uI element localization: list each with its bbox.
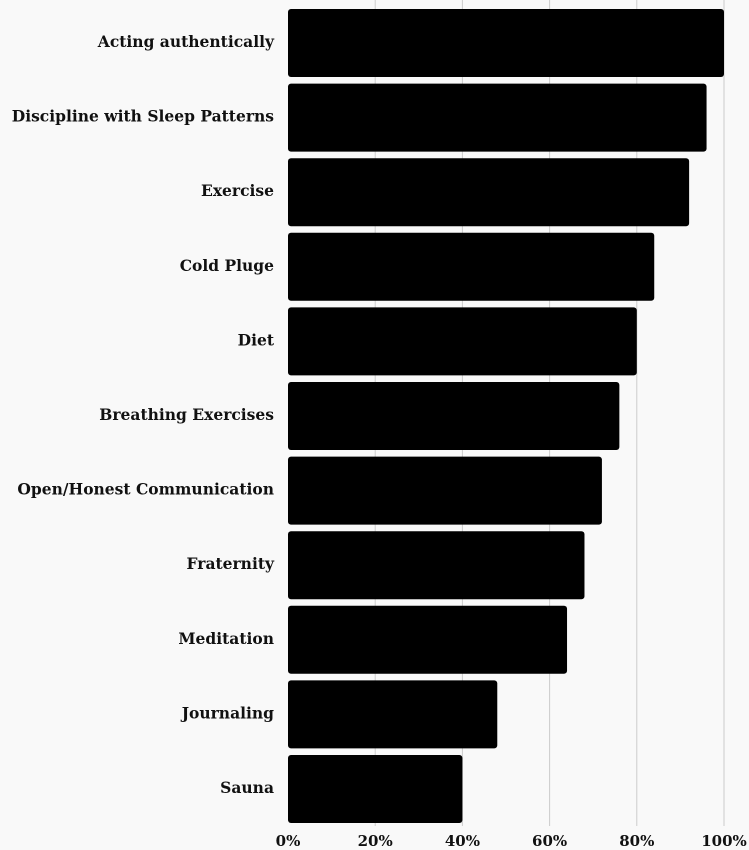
category-labels: Acting authentically Discipline with Slee… bbox=[12, 32, 275, 797]
category-label-meditation: Meditation bbox=[178, 629, 274, 648]
bar-diet[interactable] bbox=[288, 307, 637, 376]
x-tick-20pct: 20% bbox=[358, 832, 393, 850]
bar-exercise[interactable] bbox=[288, 158, 690, 227]
x-tick-100pct: 100% bbox=[701, 832, 747, 850]
bar-open-honest-communication[interactable] bbox=[288, 456, 602, 525]
bar-breathing-exercises[interactable] bbox=[288, 382, 620, 450]
category-label-diet: Diet bbox=[238, 330, 275, 349]
x-tick-0pct: 0% bbox=[276, 832, 301, 850]
bar-acting-authentically[interactable] bbox=[288, 9, 724, 77]
bar-fraternity[interactable] bbox=[288, 531, 585, 600]
category-label-acting-authentically: Acting authentically bbox=[97, 32, 275, 51]
category-label-discipline-with-sleep-patterns: Discipline with Sleep Patterns bbox=[12, 107, 275, 126]
category-label-sauna: Sauna bbox=[220, 778, 274, 797]
bar-discipline-with-sleep-patterns[interactable] bbox=[288, 83, 707, 152]
bar-sauna[interactable] bbox=[288, 755, 463, 823]
bar-cold-pluge[interactable] bbox=[288, 232, 655, 301]
bars bbox=[288, 9, 724, 823]
category-label-breathing-exercises: Breathing Exercises bbox=[99, 405, 274, 424]
x-axis-ticks: 0% 20% 40% 60% 80% 100% bbox=[276, 832, 747, 850]
bar-journaling[interactable] bbox=[288, 680, 498, 749]
category-label-fraternity: Fraternity bbox=[187, 554, 275, 573]
x-tick-40pct: 40% bbox=[445, 832, 480, 850]
category-label-journaling: Journaling bbox=[180, 703, 274, 722]
x-tick-80pct: 80% bbox=[619, 832, 654, 850]
category-label-exercise: Exercise bbox=[201, 181, 274, 200]
bar-meditation[interactable] bbox=[288, 605, 568, 674]
category-label-cold-pluge: Cold Pluge bbox=[180, 256, 274, 275]
x-tick-60pct: 60% bbox=[532, 832, 567, 850]
category-label-open-honest-communication: Open/Honest Communication bbox=[17, 480, 274, 499]
